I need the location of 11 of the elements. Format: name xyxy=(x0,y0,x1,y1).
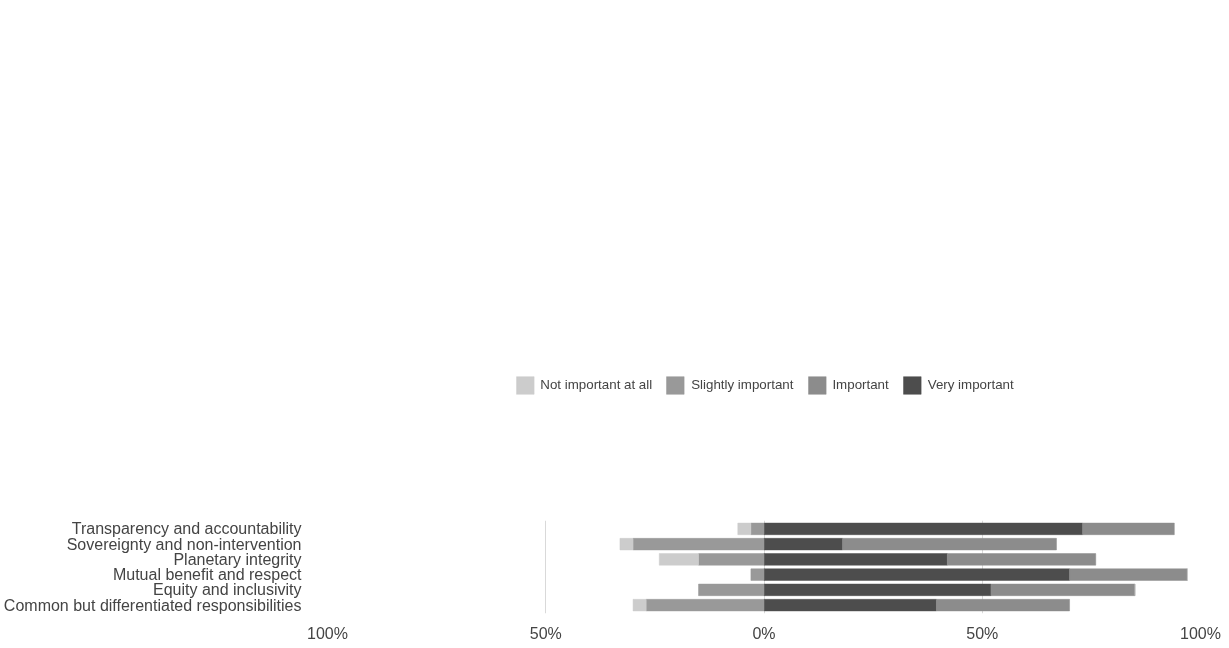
x-tick-label: 50% xyxy=(966,624,999,642)
legend-label: Slightly important xyxy=(691,377,794,392)
x-tick-label: 100% xyxy=(1180,624,1221,642)
legend-label: Very important xyxy=(927,377,1014,392)
legend-label: Not important at all xyxy=(540,377,653,392)
x-tick-label: 100% xyxy=(307,624,348,642)
x-tick-label: 50% xyxy=(529,624,562,642)
y-tick-label: Transparency and accountability xyxy=(71,520,302,538)
legend-label: Important xyxy=(832,377,889,392)
y-tick-label: Planetary integrity xyxy=(173,550,302,568)
x-tick-label: 0% xyxy=(752,624,776,642)
